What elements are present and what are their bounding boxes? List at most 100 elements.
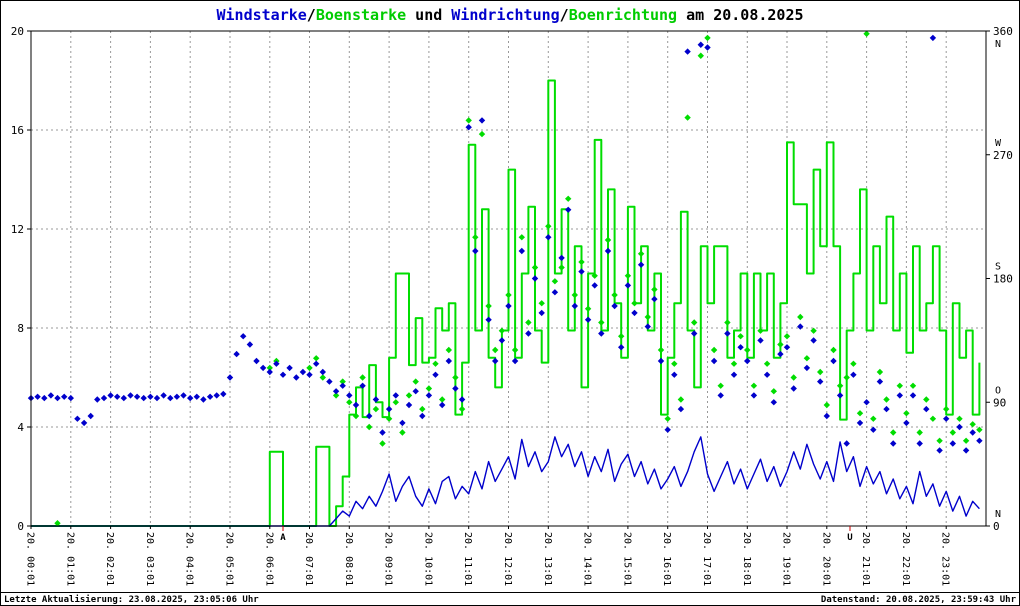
x-axis-label: 20. 19:01 bbox=[781, 532, 792, 586]
direction-point bbox=[531, 264, 539, 271]
direction-point bbox=[611, 302, 618, 310]
direction-point bbox=[936, 437, 943, 444]
direction-point bbox=[259, 364, 267, 372]
left-axis-label: 12 bbox=[11, 223, 24, 236]
direction-point bbox=[923, 405, 930, 413]
direction-point bbox=[339, 382, 346, 389]
direction-point bbox=[618, 333, 625, 340]
left-axis-label: 20 bbox=[11, 25, 24, 38]
direction-point bbox=[419, 412, 426, 420]
x-axis-label: 20. 00:01 bbox=[25, 532, 36, 586]
direction-point bbox=[505, 291, 512, 299]
direction-point bbox=[439, 396, 446, 403]
direction-point bbox=[61, 393, 68, 400]
direction-point bbox=[704, 44, 711, 51]
direction-point bbox=[505, 302, 512, 310]
x-axis-label: 20. 21:01 bbox=[860, 532, 871, 586]
direction-point bbox=[943, 415, 950, 422]
direction-point bbox=[830, 357, 837, 365]
direction-point bbox=[253, 357, 260, 365]
direction-point bbox=[704, 34, 711, 42]
direction-point bbox=[598, 319, 605, 326]
direction-point bbox=[405, 392, 413, 399]
direction-point bbox=[730, 360, 738, 367]
direction-point bbox=[903, 410, 910, 417]
direction-point bbox=[240, 333, 247, 340]
direction-point bbox=[405, 401, 413, 409]
direction-point bbox=[359, 382, 366, 389]
direction-point bbox=[452, 385, 459, 392]
direction-point bbox=[458, 396, 466, 403]
direction-point bbox=[856, 419, 864, 427]
direction-point bbox=[651, 286, 658, 293]
direction-point bbox=[929, 34, 937, 42]
direction-point bbox=[332, 392, 340, 399]
direction-point bbox=[153, 394, 161, 402]
direction-point bbox=[478, 117, 486, 124]
direction-point bbox=[220, 390, 227, 398]
title-segment: Boenrichtung bbox=[568, 6, 678, 24]
direction-point bbox=[293, 374, 300, 381]
direction-point bbox=[876, 378, 884, 385]
direction-point bbox=[843, 440, 850, 447]
direction-point bbox=[498, 327, 506, 334]
direction-point bbox=[306, 364, 313, 372]
direction-point bbox=[850, 360, 857, 367]
direction-point bbox=[525, 319, 532, 326]
x-axis-label: 20. 12:01 bbox=[502, 532, 513, 586]
direction-point bbox=[817, 368, 824, 376]
direction-point bbox=[286, 364, 293, 372]
direction-point bbox=[777, 341, 784, 348]
right-axis-label: 180 bbox=[993, 273, 1013, 286]
x-axis-label: 20. 14:01 bbox=[582, 532, 593, 586]
direction-point bbox=[903, 419, 910, 427]
x-axis-label: 20. 15:01 bbox=[621, 532, 632, 586]
direction-point bbox=[916, 429, 923, 436]
direction-point bbox=[571, 291, 578, 299]
direction-point bbox=[890, 429, 897, 436]
direction-point bbox=[777, 350, 784, 358]
direction-point bbox=[326, 378, 333, 385]
right-axis-compass-letter: S bbox=[995, 262, 1001, 273]
direction-point bbox=[372, 396, 380, 403]
left-axis-label: 4 bbox=[17, 421, 24, 434]
direction-point bbox=[425, 385, 433, 392]
direction-point bbox=[385, 415, 393, 422]
direction-point bbox=[757, 337, 764, 344]
right-axis-label: 360 bbox=[993, 25, 1013, 38]
direction-point bbox=[545, 234, 552, 241]
direction-point bbox=[664, 415, 671, 422]
direction-point bbox=[399, 419, 406, 427]
direction-point bbox=[74, 415, 81, 422]
direction-point bbox=[518, 234, 525, 241]
x-axis-label: 20. 17:01 bbox=[701, 532, 712, 586]
direction-point bbox=[697, 41, 704, 48]
x-axis-label: 20. 07:01 bbox=[303, 532, 314, 586]
direction-point bbox=[425, 392, 433, 399]
direction-point bbox=[114, 393, 121, 400]
direction-point bbox=[836, 382, 844, 389]
direction-point bbox=[193, 393, 200, 400]
direction-point bbox=[591, 282, 598, 289]
direction-point bbox=[107, 392, 114, 399]
direction-point bbox=[677, 405, 685, 413]
direction-point bbox=[551, 278, 559, 285]
direction-point bbox=[133, 393, 141, 400]
direction-point bbox=[352, 401, 360, 409]
direction-point bbox=[173, 393, 181, 400]
direction-point bbox=[644, 313, 651, 321]
direction-point bbox=[591, 272, 598, 279]
direction-point bbox=[657, 357, 665, 365]
direction-point bbox=[710, 346, 718, 354]
direction-point bbox=[41, 394, 48, 402]
direction-point bbox=[47, 392, 55, 399]
direction-point bbox=[624, 282, 632, 289]
direction-point bbox=[691, 319, 698, 326]
direction-point bbox=[876, 368, 884, 376]
direction-point bbox=[346, 392, 353, 399]
direction-point bbox=[797, 313, 804, 321]
title-segment: Boenstarke bbox=[315, 6, 407, 24]
direction-point bbox=[379, 440, 386, 447]
direction-point bbox=[896, 392, 903, 399]
